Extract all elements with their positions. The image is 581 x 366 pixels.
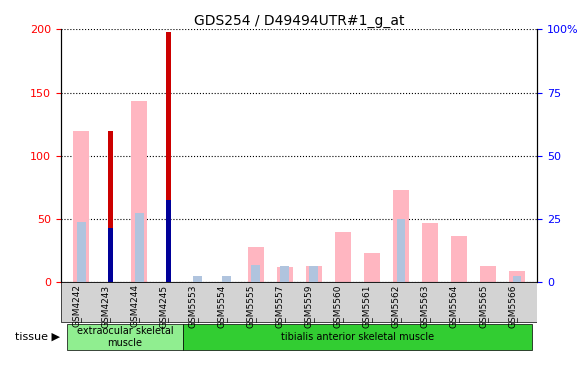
- Text: GSM4242: GSM4242: [73, 284, 81, 328]
- Bar: [135, 213, 144, 282]
- Bar: [480, 266, 496, 282]
- Bar: [513, 276, 522, 282]
- Text: GSM5555: GSM5555: [247, 284, 256, 328]
- Bar: [393, 190, 409, 282]
- Bar: [73, 131, 89, 282]
- Bar: [364, 253, 380, 282]
- Bar: [397, 219, 406, 282]
- Text: GSM5563: GSM5563: [421, 284, 430, 328]
- Bar: [77, 221, 86, 282]
- Bar: [310, 266, 318, 282]
- Text: GSM4243: GSM4243: [102, 284, 110, 328]
- Bar: [248, 247, 264, 282]
- Text: GSM5566: GSM5566: [508, 284, 517, 328]
- Text: tissue ▶: tissue ▶: [15, 332, 59, 342]
- Bar: [108, 228, 113, 282]
- Bar: [252, 265, 260, 282]
- Bar: [67, 324, 183, 350]
- Text: GSM5564: GSM5564: [450, 284, 459, 328]
- Bar: [335, 232, 351, 282]
- Text: tibialis anterior skeletal muscle: tibialis anterior skeletal muscle: [281, 332, 434, 342]
- Text: GSM4244: GSM4244: [131, 284, 139, 328]
- Text: GSM5559: GSM5559: [305, 284, 314, 328]
- Bar: [61, 282, 537, 322]
- Text: GSM5562: GSM5562: [392, 284, 401, 328]
- Bar: [277, 267, 293, 282]
- Text: GSM5554: GSM5554: [218, 284, 227, 328]
- Bar: [166, 200, 171, 282]
- Bar: [223, 276, 231, 282]
- Text: GSM5553: GSM5553: [189, 284, 198, 328]
- Text: GSM5561: GSM5561: [363, 284, 372, 328]
- Bar: [281, 266, 289, 282]
- Bar: [166, 32, 171, 282]
- Bar: [193, 276, 202, 282]
- Bar: [509, 271, 525, 282]
- Text: GSM4245: GSM4245: [160, 284, 168, 328]
- Bar: [451, 236, 467, 282]
- Bar: [306, 266, 322, 282]
- Bar: [131, 101, 148, 282]
- Text: extraocular skeletal
muscle: extraocular skeletal muscle: [77, 326, 173, 348]
- Bar: [108, 131, 113, 282]
- Text: GSM5560: GSM5560: [334, 284, 343, 328]
- Text: GSM5565: GSM5565: [479, 284, 488, 328]
- Bar: [422, 223, 438, 282]
- Text: GSM5557: GSM5557: [276, 284, 285, 328]
- Title: GDS254 / D49494UTR#1_g_at: GDS254 / D49494UTR#1_g_at: [194, 14, 404, 28]
- Bar: [183, 324, 532, 350]
